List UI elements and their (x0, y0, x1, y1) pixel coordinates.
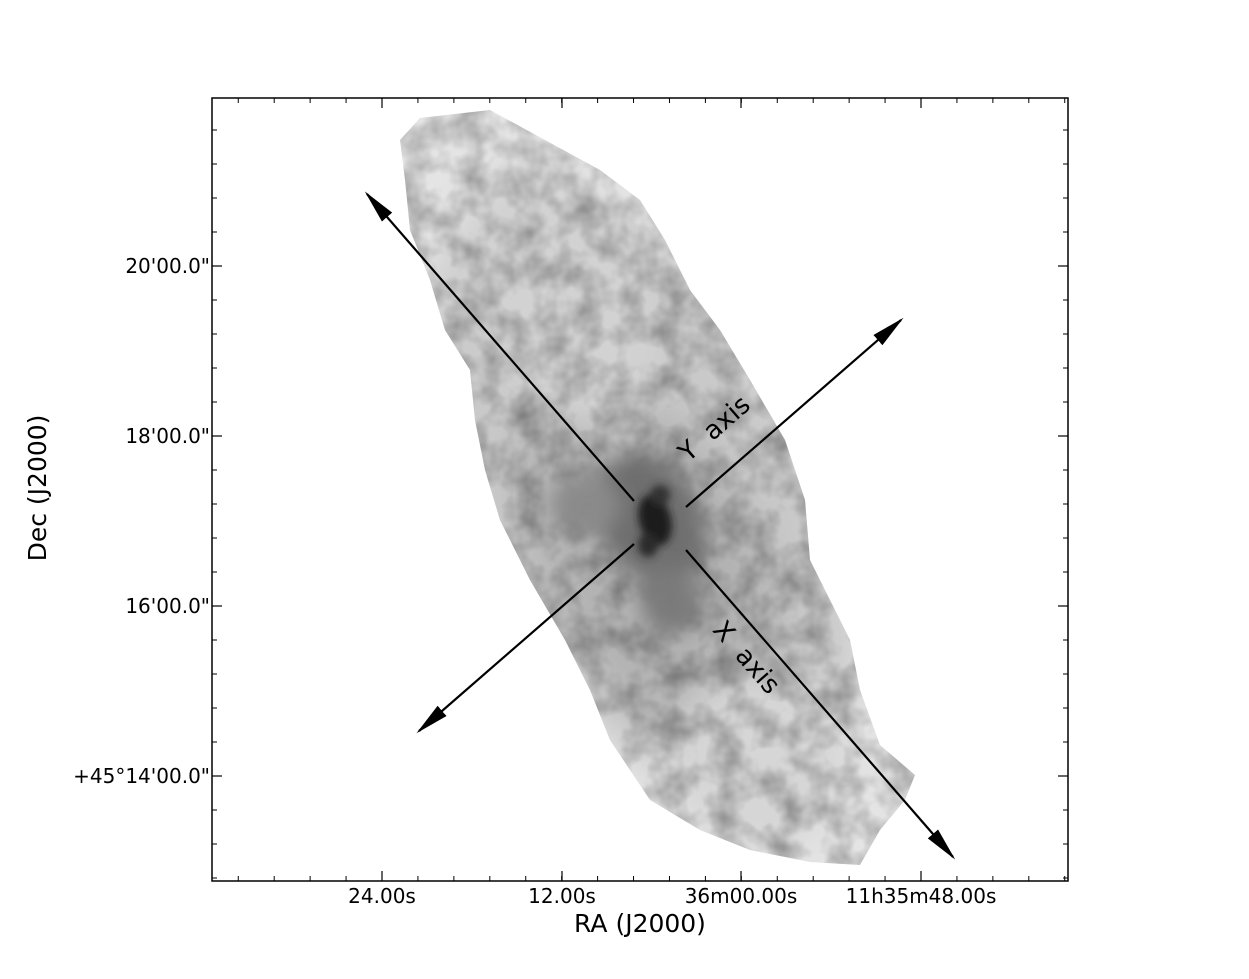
x-tick-label: 36m00.00s (685, 884, 798, 908)
arrow-upper-right (685, 317, 904, 508)
y-tick-labels: 20'00.0" 18'00.0" 16'00.0" +45°14'00.0" (73, 254, 210, 788)
y-tick-label: +45°14'00.0" (73, 764, 210, 788)
x-tick-label: 12.00s (528, 884, 596, 908)
minor-ticks (212, 98, 1068, 881)
arrow-lower-left (416, 543, 635, 734)
y-tick-label: 16'00.0" (125, 594, 210, 618)
arrow-upper-left (364, 191, 635, 502)
y-tick-label: 18'00.0" (125, 424, 210, 448)
axis-arrows (364, 191, 956, 860)
x-tick-label: 24.00s (348, 884, 416, 908)
y-tick-label: 20'00.0" (125, 254, 210, 278)
x-tick-label: 11h35m48.00s (846, 884, 997, 908)
x-tick-labels: 24.00s 12.00s 36m00.00s 11h35m48.00s (348, 884, 996, 908)
y-axis-title: Dec (J2000) (23, 415, 52, 562)
x-axis-title: RA (J2000) (574, 909, 706, 938)
arrow-lower-right (685, 549, 956, 860)
